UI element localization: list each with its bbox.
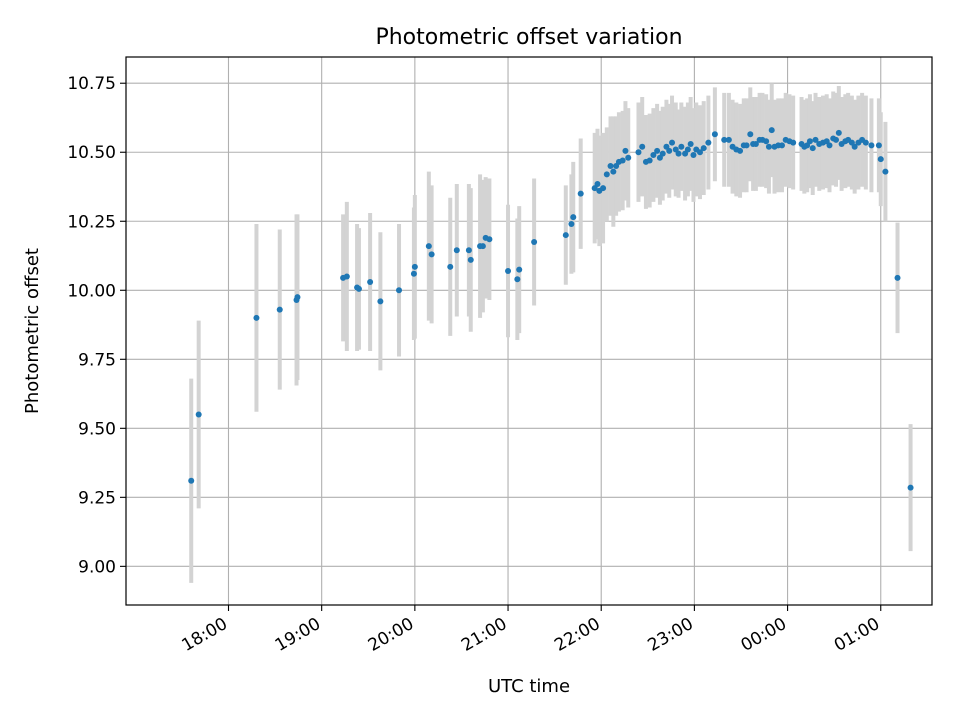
data-point	[826, 142, 833, 149]
data-point	[603, 171, 610, 178]
y-tick-label: 9.75	[78, 350, 116, 370]
data-point	[453, 247, 460, 254]
y-tick-label: 9.25	[78, 488, 116, 508]
data-point	[479, 243, 486, 250]
data-point	[343, 273, 350, 280]
data-point	[700, 145, 707, 152]
data-point	[355, 285, 362, 292]
data-point	[568, 221, 575, 228]
data-point	[862, 139, 869, 146]
data-point	[600, 185, 607, 192]
data-point	[678, 143, 685, 150]
y-axis-label: Photometric offset	[22, 248, 43, 414]
data-point	[851, 143, 858, 150]
chart-title: Photometric offset variation	[375, 25, 682, 50]
x-axis-label: UTC time	[488, 676, 570, 697]
data-point	[377, 298, 384, 305]
data-point	[646, 157, 653, 164]
data-point	[577, 190, 584, 197]
y-tick-label: 10.00	[67, 281, 116, 301]
data-point	[467, 256, 474, 263]
data-point	[763, 138, 770, 145]
data-point	[868, 142, 875, 149]
data-point	[428, 251, 435, 258]
data-point	[654, 147, 661, 154]
data-point	[875, 142, 882, 149]
data-point	[675, 150, 682, 157]
data-point	[570, 214, 577, 221]
data-point	[687, 140, 694, 147]
data-point	[809, 145, 816, 152]
data-point	[894, 274, 901, 281]
y-axis: 9.00 9.25 9.50 9.75 10.00 10.25 10.50 10.75	[67, 74, 126, 577]
data-point	[411, 263, 418, 270]
data-point	[195, 411, 202, 418]
data-point	[659, 150, 666, 157]
data-point	[514, 276, 521, 283]
data-point	[747, 131, 754, 138]
y-tick-label: 10.25	[67, 212, 116, 232]
data-point	[594, 180, 601, 187]
data-point	[705, 139, 712, 146]
data-point	[790, 139, 797, 146]
data-point	[737, 147, 744, 154]
data-point	[425, 243, 432, 250]
data-point	[625, 154, 632, 161]
y-tick-label: 10.75	[67, 74, 116, 94]
plot-frame	[125, 56, 933, 606]
data-point	[562, 232, 569, 239]
data-point	[607, 163, 614, 170]
y-tick-label: 10.50	[67, 143, 116, 163]
data-point	[696, 149, 703, 156]
data-point	[610, 168, 617, 175]
data-point	[465, 247, 472, 254]
data-point	[650, 152, 657, 159]
data-point	[622, 147, 629, 154]
data-point	[505, 267, 512, 274]
data-point	[768, 127, 775, 134]
data-point	[396, 287, 403, 294]
data-point	[721, 136, 728, 143]
data-point	[367, 278, 374, 285]
data-point	[635, 149, 642, 156]
data-point	[882, 168, 889, 175]
data-point	[447, 263, 454, 270]
data-point	[276, 306, 283, 313]
data-point	[833, 136, 840, 143]
data-point	[812, 136, 819, 143]
data-point	[294, 294, 301, 301]
data-point	[806, 138, 813, 145]
data-point	[690, 152, 697, 159]
data-point	[725, 136, 732, 143]
data-point	[669, 139, 676, 146]
data-point	[188, 477, 195, 484]
data-point	[531, 238, 538, 245]
y-tick-label: 9.00	[78, 557, 116, 577]
y-tick-label: 9.50	[78, 419, 116, 439]
data-point	[877, 156, 884, 163]
data-point	[666, 147, 673, 154]
data-point	[486, 236, 493, 243]
data-point	[835, 129, 842, 136]
data-points	[188, 127, 914, 491]
data-point	[765, 143, 772, 150]
data-point	[711, 131, 718, 138]
data-point	[752, 140, 759, 147]
data-point	[639, 143, 646, 150]
data-point	[253, 314, 260, 321]
data-point	[619, 157, 626, 164]
data-point	[743, 142, 750, 149]
data-point	[410, 270, 417, 277]
data-point	[684, 146, 691, 153]
data-point	[516, 266, 523, 273]
data-point	[907, 484, 914, 491]
data-point	[778, 142, 785, 149]
